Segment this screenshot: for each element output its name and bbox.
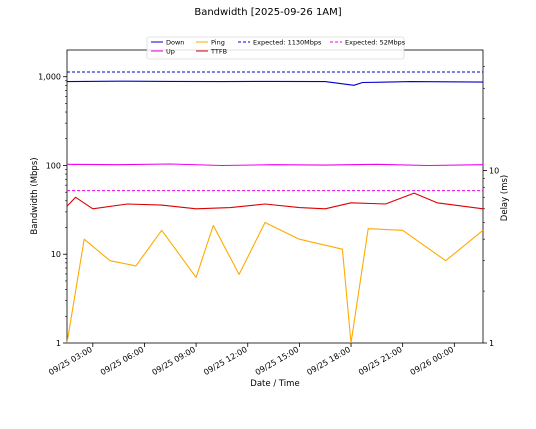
x-tick-label: 09/25 09:00 xyxy=(150,345,197,377)
y-left-tick-label: 100 xyxy=(46,161,61,170)
x-axis: 09/25 03:00 09/25 06:00 09/25 09:00 09/25 1… xyxy=(47,343,455,377)
chart-title: Bandwidth [2025-09-26 1AM] xyxy=(194,7,341,18)
y-right-tick-label: 1 xyxy=(489,339,494,348)
y-axis-left: 1 10 100 1,000 xyxy=(38,73,67,348)
series-ping-line xyxy=(66,221,484,344)
x-axis-label: Date / Time xyxy=(250,379,299,389)
series-ttfb-line xyxy=(66,192,484,210)
y-axis-right: 1 10 xyxy=(483,66,499,348)
legend-label-up: Up xyxy=(166,48,175,56)
plot-area xyxy=(66,49,484,344)
legend-label-expected-up: Expected: 52Mbps xyxy=(345,39,406,47)
y-left-tick-label: 1,000 xyxy=(38,73,61,82)
x-tick-label: 09/25 15:00 xyxy=(254,345,301,377)
series-up-line xyxy=(66,163,484,167)
x-tick-label: 09/25 03:00 xyxy=(47,345,94,377)
x-tick-label: 09/25 06:00 xyxy=(99,345,146,377)
series-layer xyxy=(66,71,484,344)
y-axis-left-label: Bandwidth (Mbps) xyxy=(30,157,40,234)
y-right-tick-label: 10 xyxy=(489,167,499,176)
legend: Down Up Ping TTFB Expected: 1130Mbps Exp… xyxy=(146,36,406,60)
series-down-line xyxy=(66,80,484,86)
legend-label-ping: Ping xyxy=(211,39,225,47)
legend-label-expected-down: Expected: 1130Mbps xyxy=(253,39,322,47)
y-left-tick-label: 10 xyxy=(51,250,61,259)
x-tick-label: 09/25 18:00 xyxy=(305,345,352,377)
y-axis-right-label: Delay (ms) xyxy=(500,175,510,221)
x-tick-label: 09/25 21:00 xyxy=(357,345,404,377)
legend-label-down: Down xyxy=(166,39,184,47)
x-tick-label: 09/26 00:00 xyxy=(409,345,456,377)
x-tick-label: 09/25 12:00 xyxy=(202,345,249,377)
y-left-tick-label: 1 xyxy=(56,339,61,348)
legend-label-ttfb: TTFB xyxy=(210,48,227,56)
